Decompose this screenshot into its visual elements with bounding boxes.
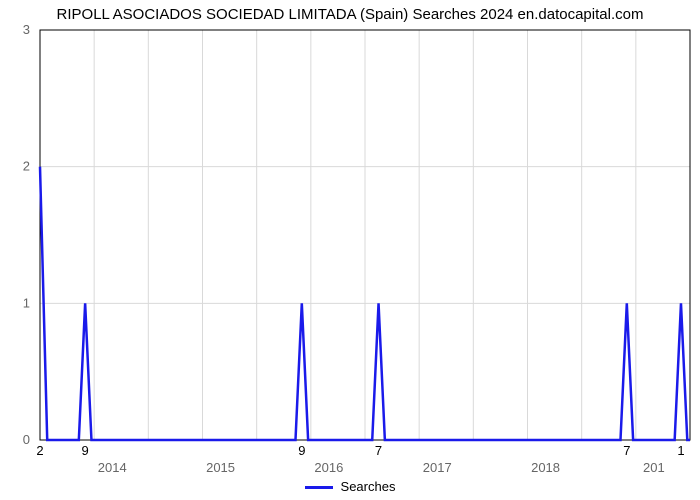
x-year-label: 2018	[531, 460, 560, 475]
y-tick-label: 3	[23, 22, 30, 37]
x-point-label: 1	[677, 443, 684, 458]
x-point-label: 7	[375, 443, 382, 458]
x-year-label: 2014	[98, 460, 127, 475]
x-year-label: 2016	[314, 460, 343, 475]
x-point-label: 2	[36, 443, 43, 458]
y-tick-label: 0	[23, 432, 30, 447]
legend-label: Searches	[341, 479, 396, 494]
x-point-label: 7	[623, 443, 630, 458]
legend-swatch	[305, 486, 333, 489]
x-point-label: 9	[298, 443, 305, 458]
x-year-label: 2017	[423, 460, 452, 475]
y-tick-label: 2	[23, 159, 30, 174]
chart-title: RIPOLL ASOCIADOS SOCIEDAD LIMITADA (Spai…	[0, 6, 700, 23]
x-point-label: 9	[82, 443, 89, 458]
legend: Searches	[0, 479, 700, 494]
line-chart: 0 1 2 3 2014 2015 2016 2017 2018 201 2 9 9 7 7 1	[0, 0, 700, 500]
x-year-label: 201	[643, 460, 665, 475]
y-tick-label: 1	[23, 295, 30, 310]
x-year-label: 2015	[206, 460, 235, 475]
